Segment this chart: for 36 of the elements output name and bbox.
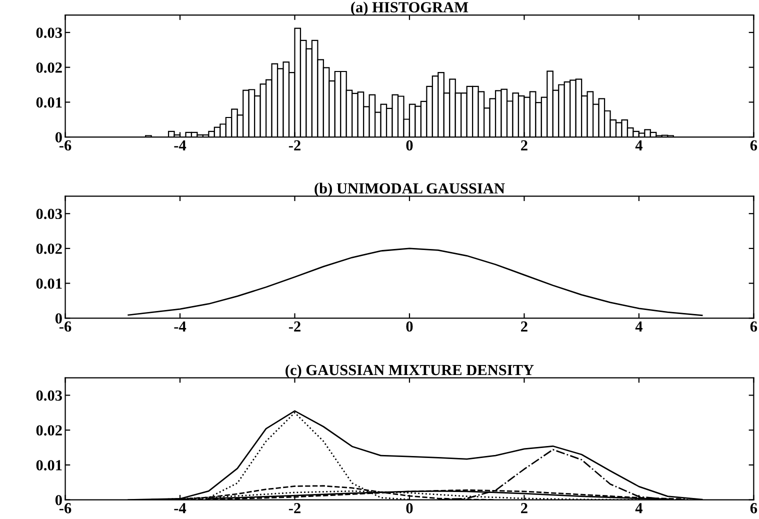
x-tick-label: -6 <box>59 140 72 151</box>
x-tick-label: 4 <box>635 503 642 514</box>
x-tick-label: 0 <box>406 140 413 151</box>
y-tick-label: 0.01 <box>36 278 62 289</box>
x-tick-label: 0 <box>406 321 413 332</box>
y-tick-label: 0.02 <box>36 62 62 73</box>
x-tick-label: -2 <box>288 140 300 150</box>
x-tick-label: 2 <box>521 140 528 150</box>
y-tick-label: 0.03 <box>36 390 62 401</box>
x-tick-label: -4 <box>174 140 186 150</box>
x-tick-label: -4 <box>174 321 186 332</box>
y-tick-label: 0.01 <box>36 460 62 470</box>
y-tick-label: 0.03 <box>36 208 62 220</box>
y-tick-label: 0.03 <box>36 28 62 38</box>
y-tick-label: 0 <box>55 494 62 506</box>
x-tick-label: 0 <box>406 503 413 514</box>
x-tick-label: 2 <box>521 321 528 332</box>
chart-title: (c) GAUSSIAN MIXTURE DENSITY <box>286 364 534 378</box>
x-tick-label: 4 <box>635 321 642 332</box>
x-tick-label: -6 <box>59 503 72 514</box>
x-tick-label: -2 <box>288 321 300 332</box>
x-tick-label: -4 <box>174 503 186 514</box>
x-tick-label: -2 <box>288 503 300 514</box>
y-tick-label: 0 <box>55 313 62 324</box>
x-tick-label: 6 <box>750 321 758 332</box>
chart-title: (b) UNIMODAL GAUSSIAN <box>314 182 505 197</box>
y-tick-label: 0.02 <box>36 425 62 436</box>
x-tick-label: 4 <box>635 140 642 150</box>
x-tick-label: -6 <box>59 321 72 332</box>
chart-title: (a) HISTOGRAM <box>351 2 468 16</box>
y-tick-label: 0.02 <box>36 244 62 254</box>
y-tick-label: 0 <box>55 132 62 142</box>
y-tick-label: 0.01 <box>36 97 62 108</box>
x-tick-label: 2 <box>521 503 528 514</box>
x-tick-label: 6 <box>750 140 758 151</box>
x-tick-label: 6 <box>750 503 758 514</box>
